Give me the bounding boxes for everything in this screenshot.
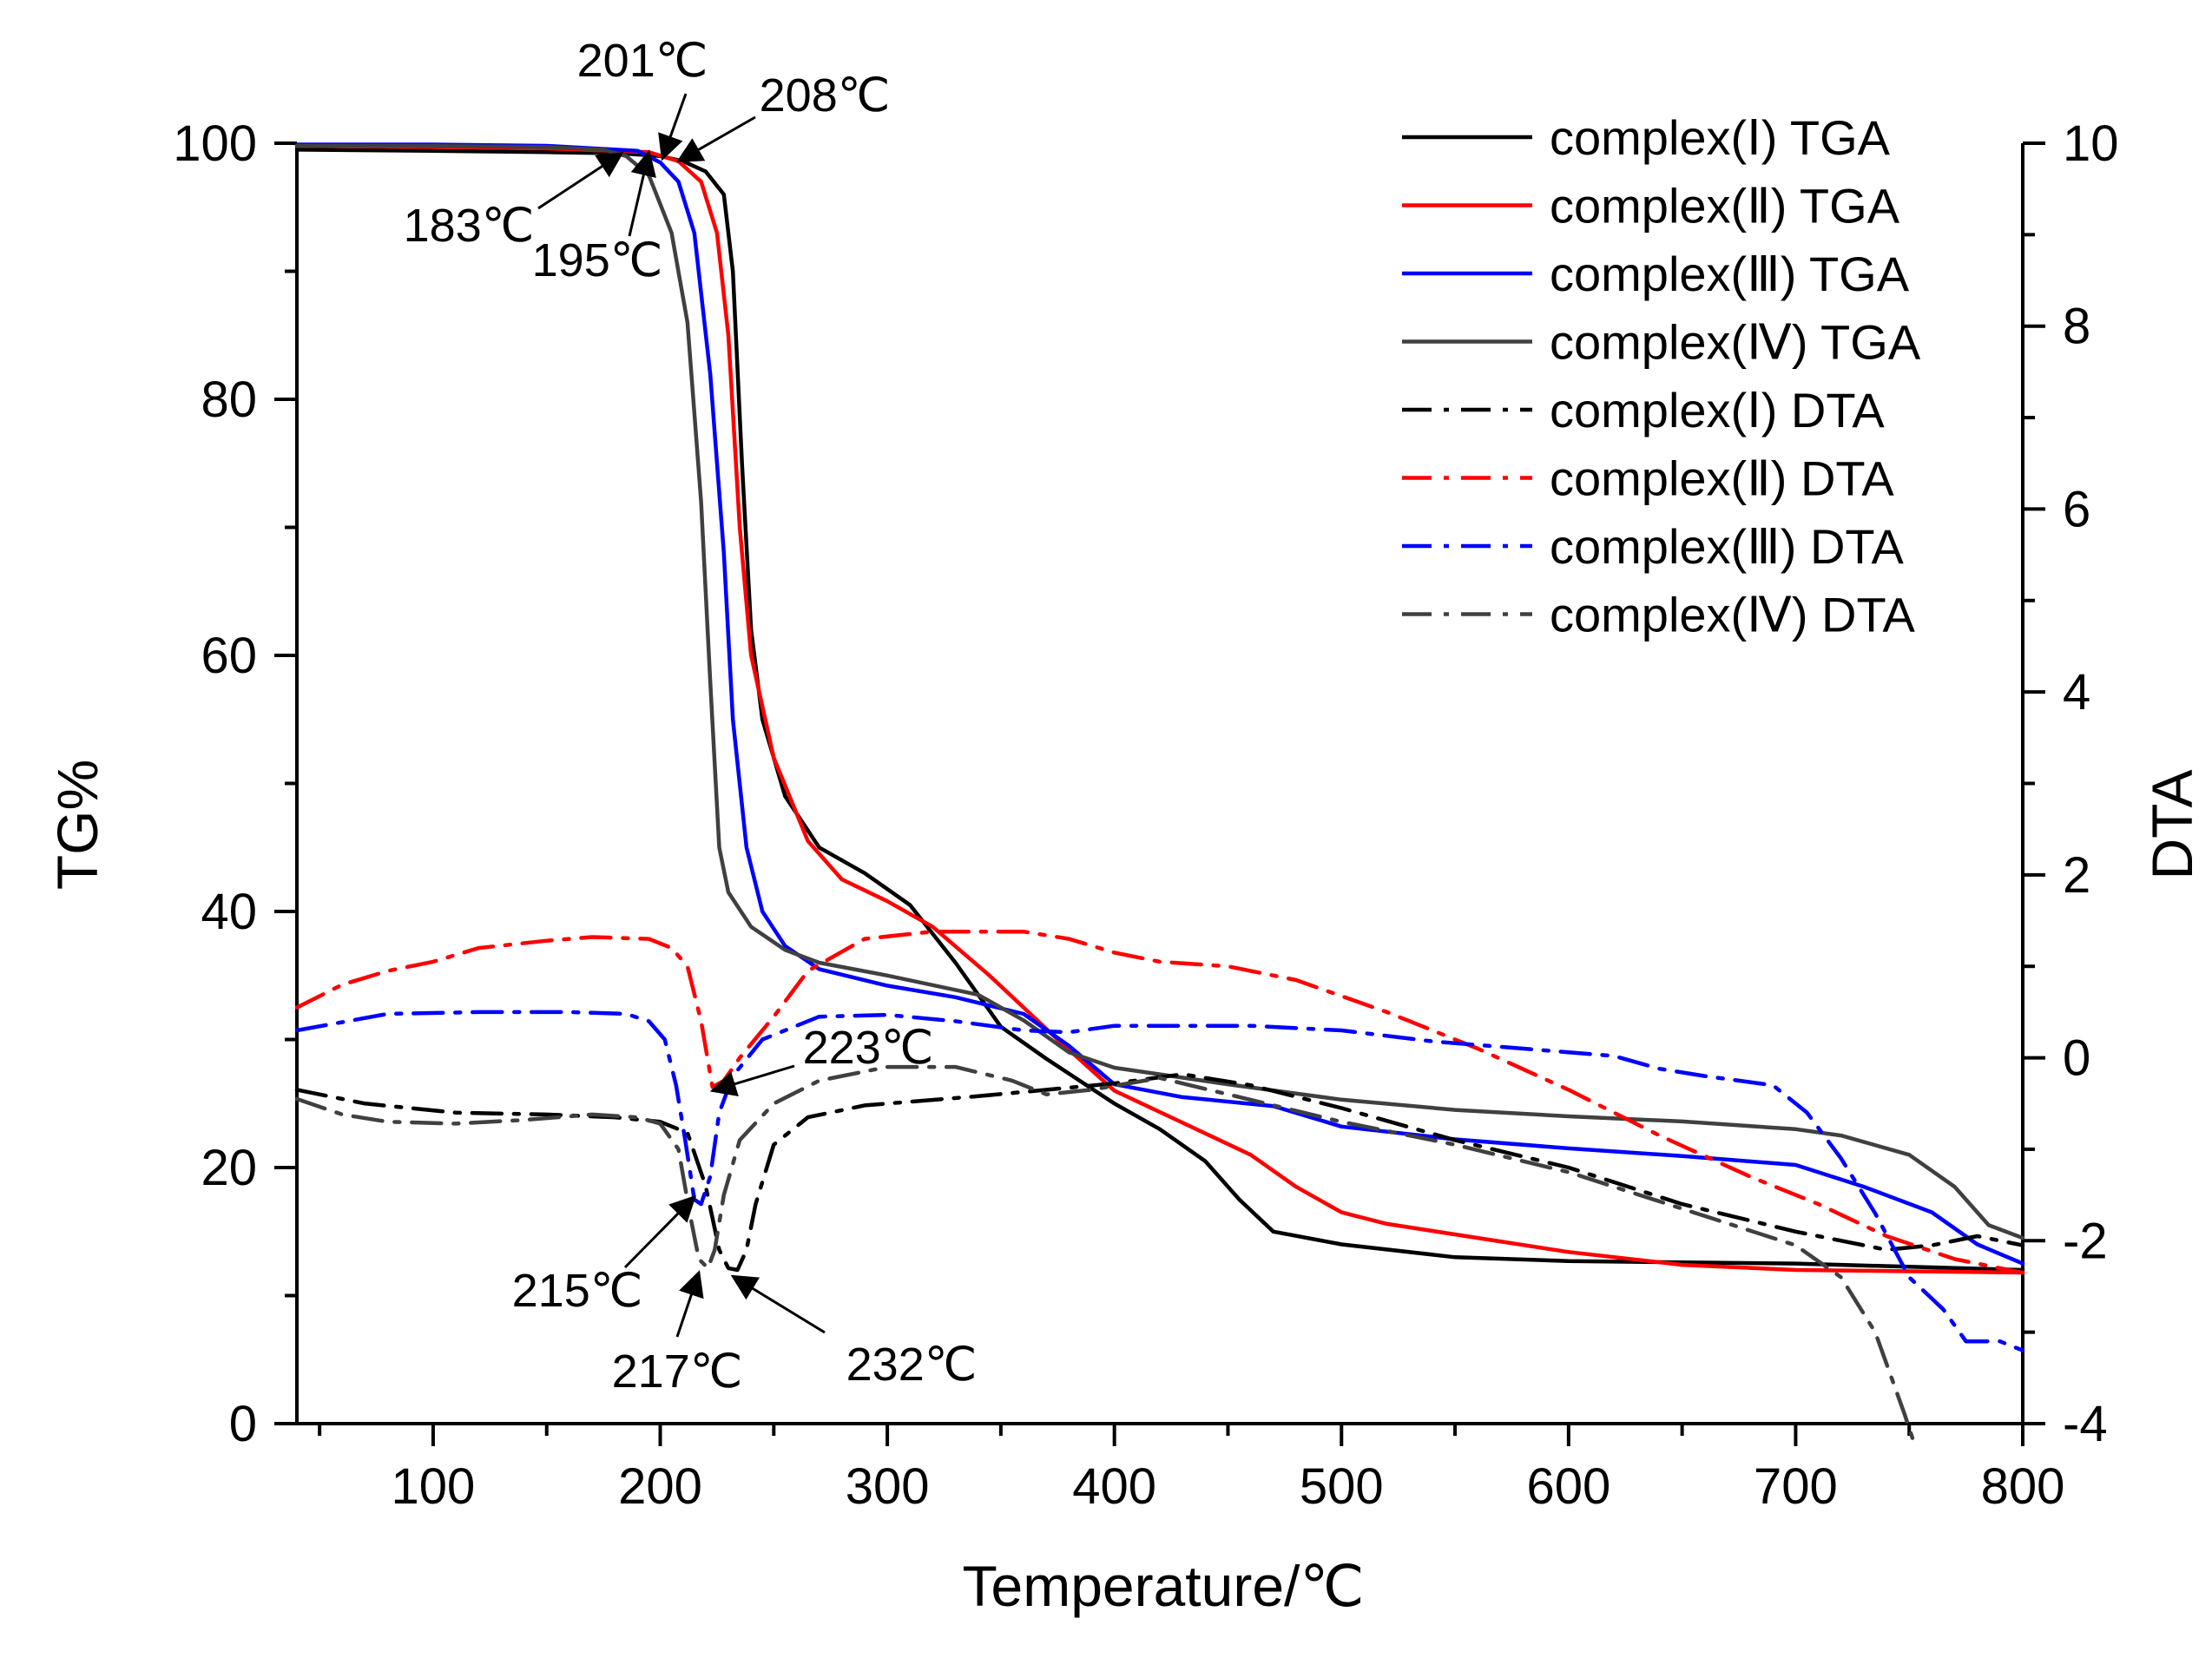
y-tick-label: 40	[201, 884, 257, 940]
x-tick-label: 800	[1981, 1458, 2065, 1515]
y2-tick-label: 2	[2063, 847, 2090, 904]
y-tick-label: 100	[173, 115, 257, 172]
legend-label: complex(Ⅳ) DTA	[1550, 588, 1916, 642]
annotation-label: 217℃	[612, 1345, 743, 1398]
series-line-8	[294, 1064, 1916, 1444]
annotation-label: 215℃	[512, 1265, 643, 1317]
legend-label: complex(Ⅰ) TGA	[1550, 110, 1891, 165]
annotation-arrow	[709, 1064, 795, 1097]
series-line-2	[294, 143, 2025, 1275]
x-tick-label: 200	[618, 1458, 702, 1515]
y2-tick-label: 6	[2063, 481, 2090, 537]
y-tick-label: 0	[229, 1396, 257, 1452]
y2-tick-label: 0	[2063, 1030, 2090, 1087]
series-line-5	[294, 1072, 2025, 1273]
x-tick-label: 600	[1526, 1458, 1610, 1515]
annotation-arrow	[675, 1270, 704, 1338]
annotation-arrow	[730, 1274, 826, 1334]
y2-tick-label: 10	[2063, 115, 2119, 172]
annotation-arrow	[537, 152, 624, 210]
annotation-label: 195℃	[532, 234, 663, 286]
annotation-label: 201℃	[577, 35, 708, 87]
annotation-arrow	[623, 1194, 696, 1269]
x-axis-title: Temperature/℃	[963, 1554, 1365, 1618]
y2-axis-title: DTA	[2140, 769, 2204, 879]
legend-label: complex(Ⅳ) TGA	[1550, 315, 1921, 370]
y-tick-label: 60	[201, 628, 257, 684]
legend: complex(Ⅰ) TGA complex(Ⅱ) TGA complex(Ⅲ) T…	[1402, 110, 1921, 642]
series-line-3	[294, 142, 2025, 1266]
annotation-arrow	[628, 149, 656, 237]
legend-label: complex(Ⅱ) DTA	[1550, 451, 1894, 506]
axes: 100 200 300 400 500 600 700 800020406080100-4-2…	[173, 115, 2118, 1515]
x-tick-label: 100	[392, 1458, 476, 1515]
y2-tick-label: 8	[2063, 299, 2090, 355]
legend-label: complex(Ⅰ) DTA	[1550, 383, 1885, 438]
annotation-arrow	[675, 115, 756, 163]
y-tick-label: 80	[201, 372, 257, 428]
y2-tick-label: 4	[2063, 664, 2090, 720]
annotation-label: 232℃	[846, 1339, 978, 1391]
x-tick-label: 700	[1754, 1458, 1838, 1515]
y-tick-label: 20	[201, 1140, 257, 1196]
series-group	[294, 142, 2025, 1444]
y2-tick-label: -4	[2063, 1396, 2108, 1452]
legend-label: complex(Ⅲ) DTA	[1550, 519, 1904, 574]
series-line-7	[294, 1010, 2025, 1352]
annotation-label: 183℃	[404, 200, 535, 252]
series-line-4	[294, 143, 2025, 1240]
legend-label: complex(Ⅲ) TGA	[1550, 247, 1910, 301]
x-tick-label: 300	[846, 1458, 930, 1515]
legend-label: complex(Ⅱ) TGA	[1550, 179, 1900, 234]
annotation-arrow	[658, 93, 688, 161]
y2-tick-label: -2	[2063, 1213, 2108, 1269]
annotation-label: 223℃	[803, 1022, 934, 1074]
annotation-label: 208℃	[760, 69, 891, 122]
series-line-6	[294, 929, 2025, 1275]
x-tick-label: 500	[1300, 1458, 1384, 1515]
x-tick-label: 400	[1072, 1458, 1156, 1515]
y-axis-title: TG%	[45, 760, 109, 890]
